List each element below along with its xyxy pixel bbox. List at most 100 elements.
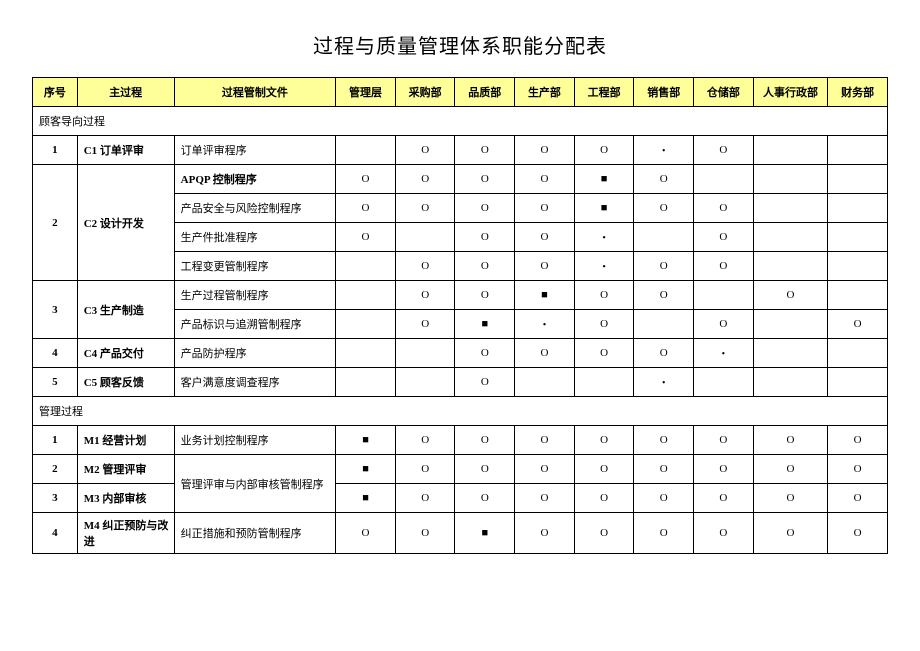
c2a-d4: ■ xyxy=(574,165,634,194)
c2-proc: C2 设计开发 xyxy=(77,165,174,281)
m4-d3: O xyxy=(515,513,575,554)
c2b-d2: O xyxy=(455,194,515,223)
c1-d0 xyxy=(336,136,396,165)
c3-f2: 产品标识与追溯管制程序 xyxy=(174,310,336,339)
c3b-d8: O xyxy=(828,310,888,339)
m1-d4: O xyxy=(574,426,634,455)
c2d-d3: O xyxy=(515,252,575,281)
m1-d2: O xyxy=(455,426,515,455)
c3b-d4: O xyxy=(574,310,634,339)
c5-d2: O xyxy=(455,368,515,397)
col-dept-2: 品质部 xyxy=(455,78,515,107)
m2-d6: O xyxy=(694,455,754,484)
page-title: 过程与质量管理体系职能分配表 xyxy=(32,30,888,59)
col-dept-3: 生产部 xyxy=(515,78,575,107)
c2a-d6 xyxy=(694,165,754,194)
row-m2: 2 M2 管理评审 管理评审与内部审核管制程序 ■ O O O O O O O … xyxy=(33,455,888,484)
col-file: 过程管制文件 xyxy=(174,78,336,107)
m3-d7: O xyxy=(753,484,828,513)
c5-d3 xyxy=(515,368,575,397)
c1-d5: ・ xyxy=(634,136,694,165)
c2b-d6: O xyxy=(694,194,754,223)
c2b-d1: O xyxy=(395,194,455,223)
c1-proc: C1 订单评审 xyxy=(77,136,174,165)
c3-proc: C3 生产制造 xyxy=(77,281,174,339)
c3b-d0 xyxy=(336,310,396,339)
c4-seq: 4 xyxy=(33,339,78,368)
m4-d4: O xyxy=(574,513,634,554)
row-c4: 4 C4 产品交付 产品防护程序 O O O O ・ xyxy=(33,339,888,368)
c5-d6 xyxy=(694,368,754,397)
c3a-d6 xyxy=(694,281,754,310)
c5-file: 客户满意度调查程序 xyxy=(174,368,336,397)
section-management: 管理过程 xyxy=(33,397,888,426)
c1-d6: O xyxy=(694,136,754,165)
m4-d0: O xyxy=(336,513,396,554)
m4-d2: ■ xyxy=(455,513,515,554)
col-dept-7: 人事行政部 xyxy=(753,78,828,107)
c2-f4: 工程变更管制程序 xyxy=(174,252,336,281)
c2c-d1 xyxy=(395,223,455,252)
c2c-d6: O xyxy=(694,223,754,252)
c5-seq: 5 xyxy=(33,368,78,397)
m3-proc: M3 内部审核 xyxy=(77,484,174,513)
c2-f1: APQP 控制程序 xyxy=(174,165,336,194)
c3a-d3: ■ xyxy=(515,281,575,310)
c3-f1: 生产过程管制程序 xyxy=(174,281,336,310)
c2b-d8 xyxy=(828,194,888,223)
section-management-label: 管理过程 xyxy=(33,397,888,426)
m4-proc: M4 纠正预防与改进 xyxy=(77,513,174,554)
c3a-d7: O xyxy=(753,281,828,310)
c4-d4: O xyxy=(574,339,634,368)
c2b-d4: ■ xyxy=(574,194,634,223)
c1-d7 xyxy=(753,136,828,165)
c4-file: 产品防护程序 xyxy=(174,339,336,368)
c2a-d8 xyxy=(828,165,888,194)
col-dept-6: 仓储部 xyxy=(694,78,754,107)
m3-d1: O xyxy=(395,484,455,513)
c5-d8 xyxy=(828,368,888,397)
m2-d5: O xyxy=(634,455,694,484)
m3-seq: 3 xyxy=(33,484,78,513)
c2c-d7 xyxy=(753,223,828,252)
c2a-d3: O xyxy=(515,165,575,194)
m1-file: 业务计划控制程序 xyxy=(174,426,336,455)
c2d-d2: O xyxy=(455,252,515,281)
c2b-d7 xyxy=(753,194,828,223)
c2c-d3: O xyxy=(515,223,575,252)
c3a-d1: O xyxy=(395,281,455,310)
c4-d2: O xyxy=(455,339,515,368)
m4-file: 纠正措施和预防管制程序 xyxy=(174,513,336,554)
m4-seq: 4 xyxy=(33,513,78,554)
m4-d8: O xyxy=(828,513,888,554)
row-m3: 3 M3 内部审核 ■ O O O O O O O O xyxy=(33,484,888,513)
c1-seq: 1 xyxy=(33,136,78,165)
col-dept-1: 采购部 xyxy=(395,78,455,107)
c2b-d3: O xyxy=(515,194,575,223)
c4-d6: ・ xyxy=(694,339,754,368)
col-dept-8: 财务部 xyxy=(828,78,888,107)
m2-d4: O xyxy=(574,455,634,484)
m1-d1: O xyxy=(395,426,455,455)
c2b-d0: O xyxy=(336,194,396,223)
c3a-d4: O xyxy=(574,281,634,310)
c3-seq: 3 xyxy=(33,281,78,339)
c2c-d2: O xyxy=(455,223,515,252)
col-dept-4: 工程部 xyxy=(574,78,634,107)
c4-d0 xyxy=(336,339,396,368)
m2-seq: 2 xyxy=(33,455,78,484)
header-row: 序号 主过程 过程管制文件 管理层 采购部 品质部 生产部 工程部 销售部 仓储… xyxy=(33,78,888,107)
m3-d2: O xyxy=(455,484,515,513)
c4-d7 xyxy=(753,339,828,368)
row-c3-1: 3 C3 生产制造 生产过程管制程序 O O ■ O O O xyxy=(33,281,888,310)
c5-d1 xyxy=(395,368,455,397)
allocation-table: 序号 主过程 过程管制文件 管理层 采购部 品质部 生产部 工程部 销售部 仓储… xyxy=(32,77,888,554)
c2d-d5: O xyxy=(634,252,694,281)
c2c-d0: O xyxy=(336,223,396,252)
c2b-d5: O xyxy=(634,194,694,223)
m2-file: 管理评审与内部审核管制程序 xyxy=(174,455,336,513)
c1-d3: O xyxy=(515,136,575,165)
m1-d0: ■ xyxy=(336,426,396,455)
m1-proc: M1 经营计划 xyxy=(77,426,174,455)
c5-d5: ・ xyxy=(634,368,694,397)
